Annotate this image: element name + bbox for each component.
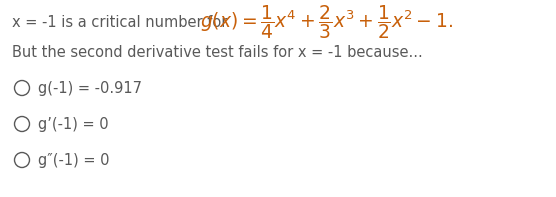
Text: g’(-1) = 0: g’(-1) = 0 bbox=[38, 116, 108, 132]
Text: g″(-1) = 0: g″(-1) = 0 bbox=[38, 152, 110, 167]
Text: But the second derivative test fails for x = -1 because...: But the second derivative test fails for… bbox=[12, 45, 423, 59]
Text: g(-1) = -0.917: g(-1) = -0.917 bbox=[38, 81, 142, 96]
Text: x = -1 is a critical number for: x = -1 is a critical number for bbox=[12, 15, 232, 30]
Text: $g(x) = \dfrac{1}{4}x^4 + \dfrac{2}{3}x^3 + \dfrac{1}{2}x^2 - 1.$: $g(x) = \dfrac{1}{4}x^4 + \dfrac{2}{3}x^… bbox=[200, 3, 453, 41]
